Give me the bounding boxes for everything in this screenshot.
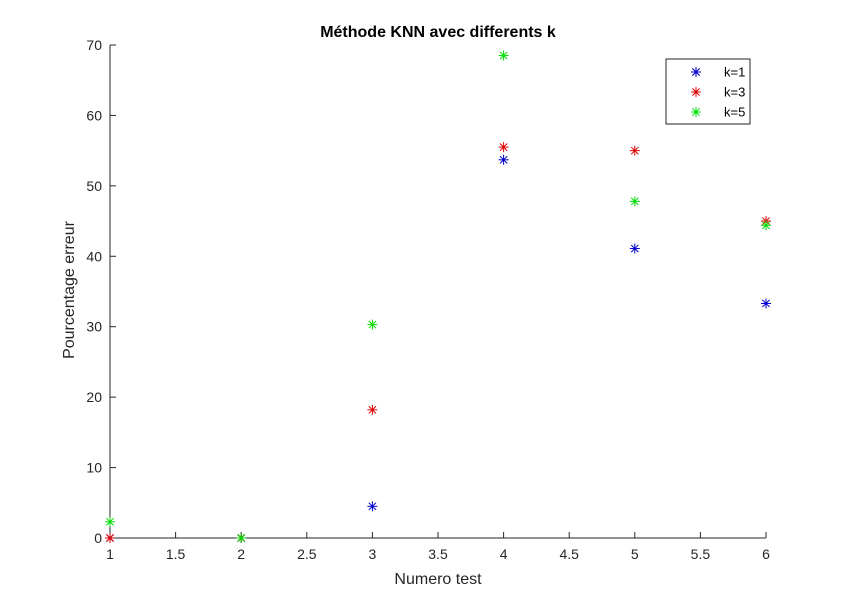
x-tick-label: 2.5 (297, 546, 317, 562)
y-tick-label: 20 (86, 389, 102, 405)
data-point (236, 533, 247, 543)
y-tick-label: 50 (86, 178, 102, 194)
data-point (498, 50, 509, 61)
data-point (367, 319, 378, 330)
x-axis-label: Numero test (394, 571, 482, 588)
x-tick-label: 5 (631, 546, 639, 562)
y-axis-label: Pourcentage erreur (61, 220, 78, 359)
data-point (761, 220, 771, 231)
x-tick-label: 1 (106, 546, 114, 562)
data-point (629, 243, 640, 254)
data-point (498, 142, 509, 153)
x-tick-label: 2 (237, 546, 245, 562)
data-point (629, 196, 640, 207)
x-tick-label: 1.5 (166, 546, 186, 562)
y-tick-label: 60 (86, 107, 102, 123)
x-tick-label: 6 (762, 546, 770, 562)
y-tick-label: 30 (86, 319, 102, 335)
x-tick-label: 5.5 (691, 546, 711, 562)
x-tick-label: 4 (500, 546, 508, 562)
y-tick-label: 70 (86, 37, 102, 53)
legend-box (665, 58, 751, 125)
data-point (367, 404, 378, 415)
series-2 (105, 142, 771, 543)
data-point (761, 298, 771, 309)
legend-marker (691, 67, 701, 77)
x-tick-label: 4.5 (559, 546, 579, 562)
legend-marker (691, 107, 701, 117)
y-tick-label: 0 (94, 530, 102, 546)
data-point (105, 533, 115, 543)
series-1 (105, 154, 771, 543)
data-point (105, 516, 115, 527)
legend: k=1 k=3 k=5 (665, 58, 751, 125)
series-3 (105, 50, 771, 543)
data-point (498, 154, 509, 165)
chart-title: Méthode KNN avec differents k (320, 24, 556, 41)
x-tick-label: 3 (369, 546, 377, 562)
y-tick-label: 40 (86, 248, 102, 264)
data-point (367, 501, 378, 512)
x-tick-label: 3.5 (428, 546, 448, 562)
y-tick-label: 10 (86, 460, 102, 476)
legend-label: k=5 (724, 105, 745, 120)
legend-label: k=1 (724, 65, 745, 80)
legend-label: k=3 (724, 85, 745, 100)
data-point (629, 145, 640, 156)
data-points (105, 50, 771, 543)
legend-marker (691, 87, 701, 97)
